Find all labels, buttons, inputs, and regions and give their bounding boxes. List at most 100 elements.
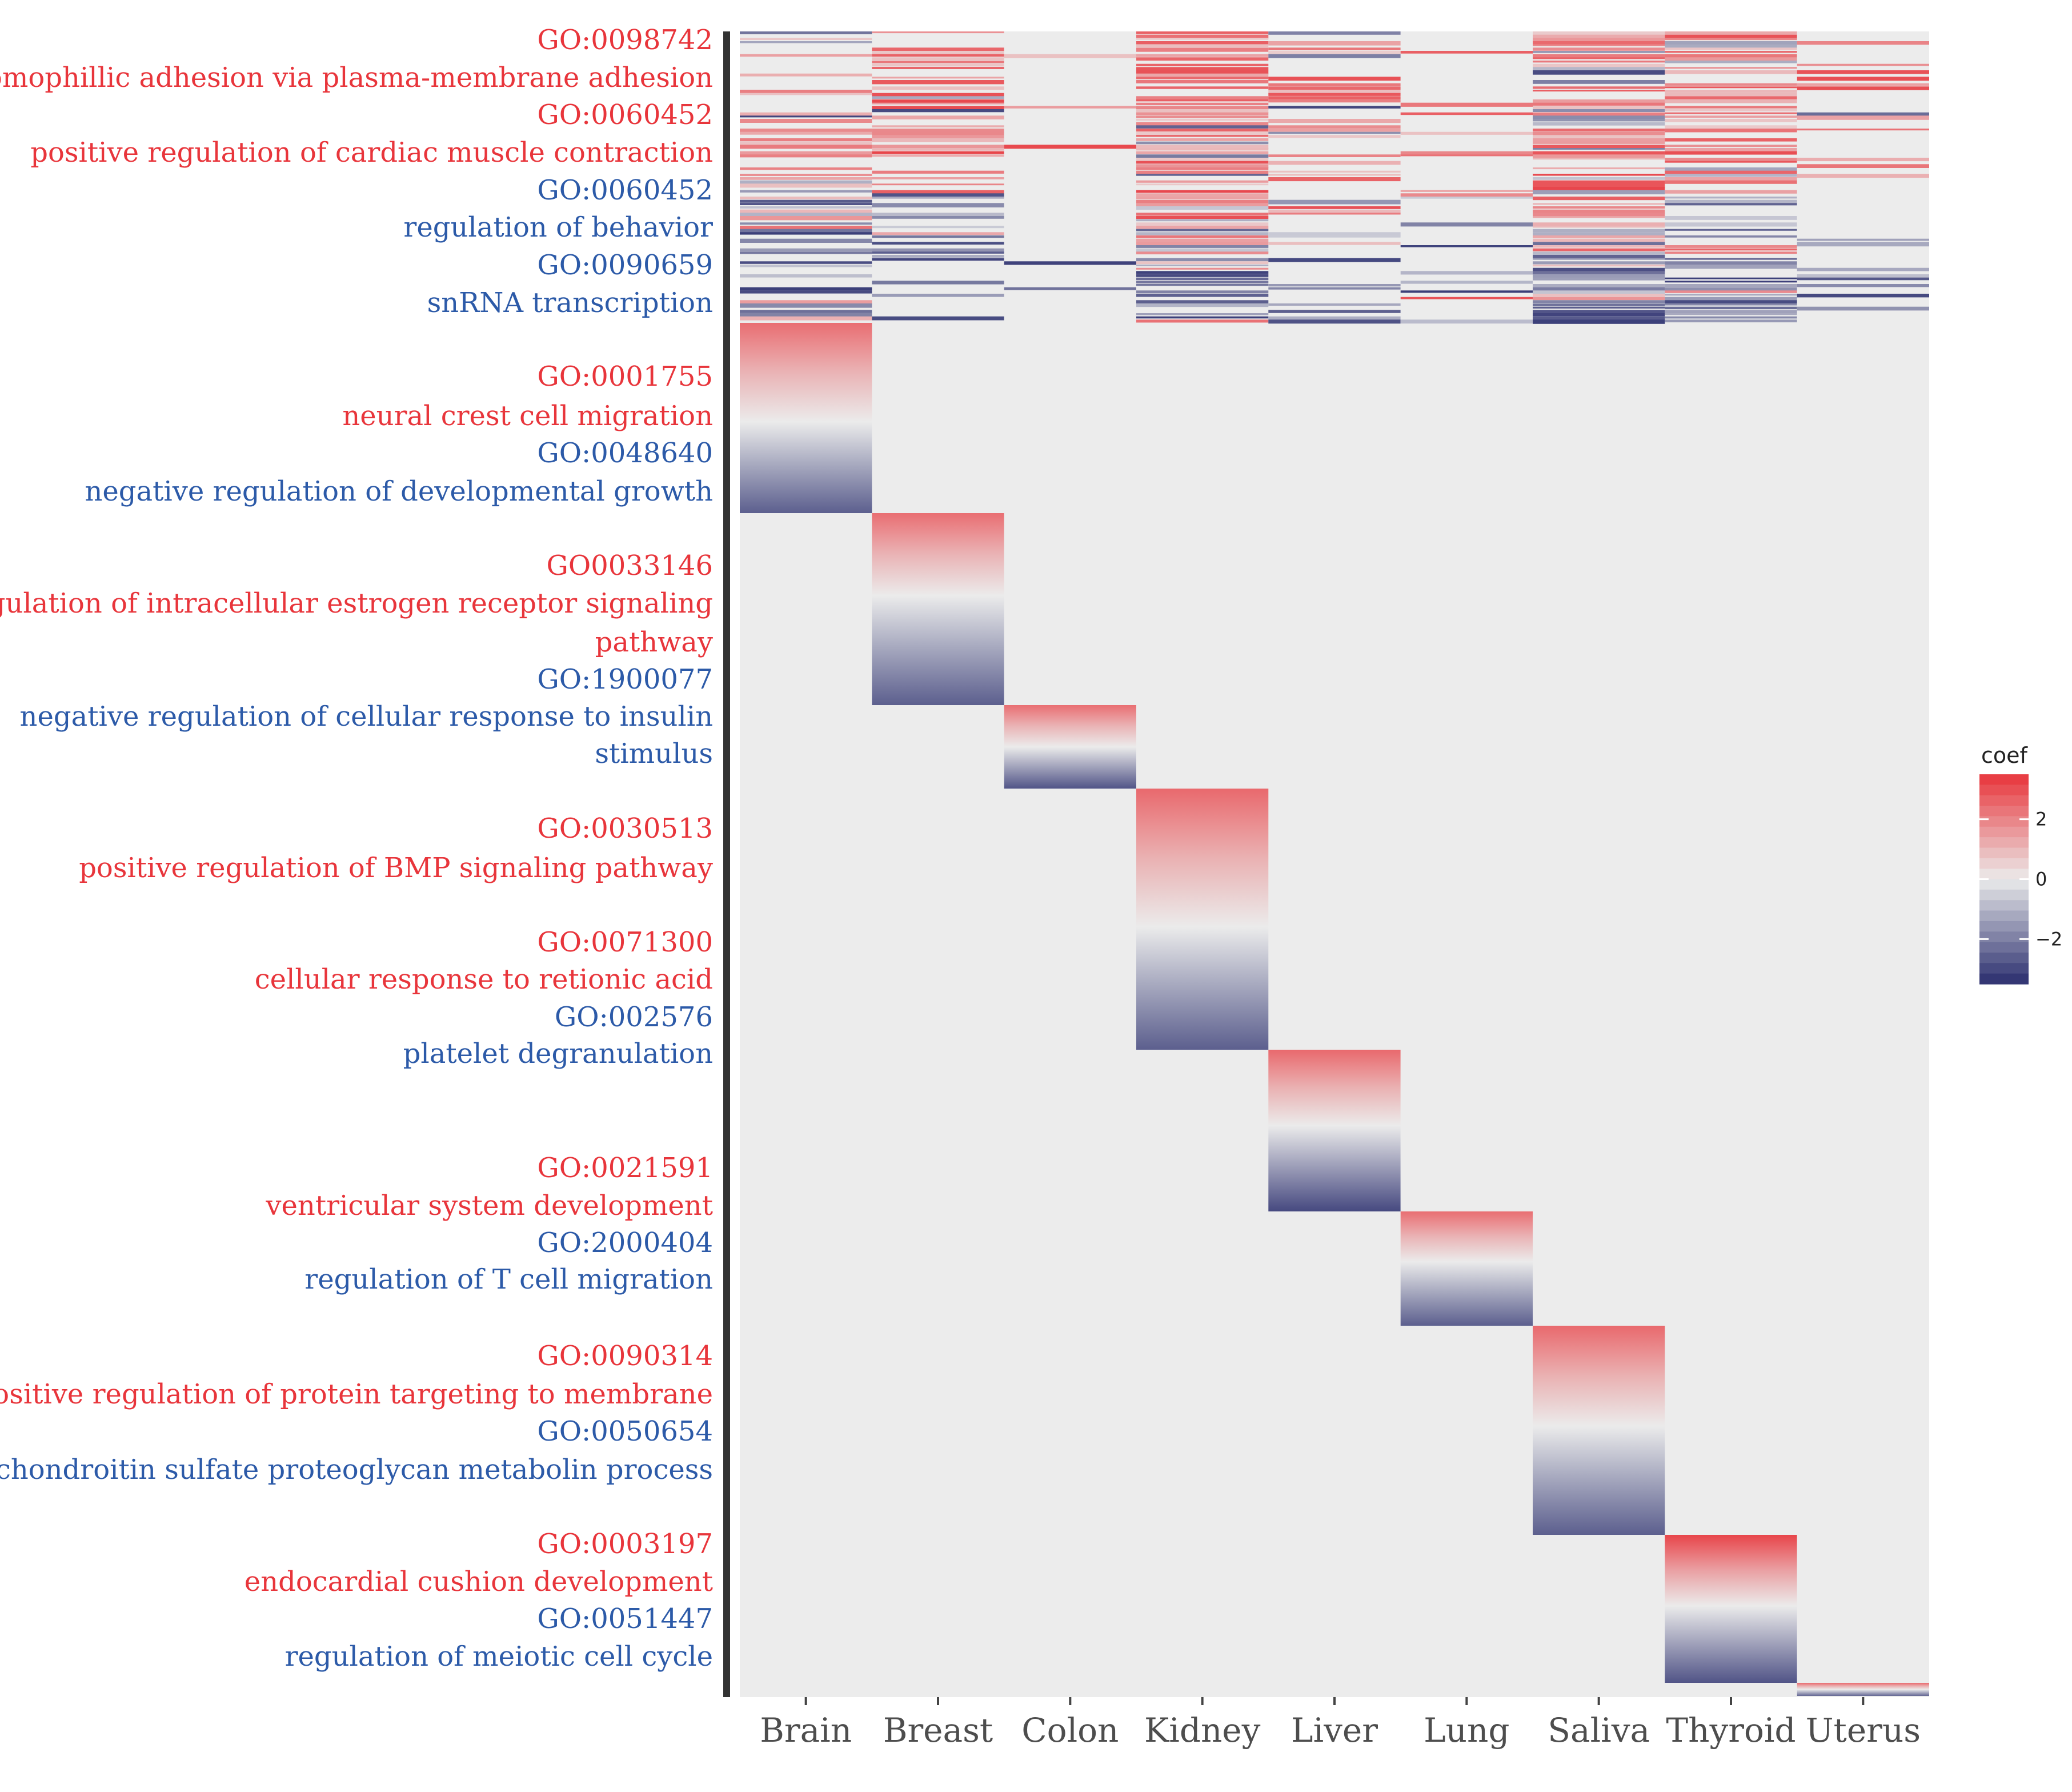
legend-color-step [1979, 774, 2029, 785]
shared-stripe [740, 303, 872, 308]
shared-stripe [1533, 274, 1665, 278]
shared-stripe [872, 242, 1004, 245]
shared-stripe [872, 316, 1004, 321]
shared-stripe [1268, 106, 1401, 109]
shared-stripe [1268, 154, 1401, 157]
shared-stripe [1136, 119, 1269, 121]
shared-stripe [740, 177, 872, 180]
shared-stripe [1136, 164, 1269, 168]
shared-stripe [1665, 297, 1797, 302]
shared-stripe [1004, 106, 1136, 109]
shared-stripe [1665, 93, 1797, 96]
shared-stripe [1136, 235, 1269, 238]
shared-stripe [1136, 190, 1269, 193]
shared-stripe [1533, 141, 1665, 144]
shared-stripe [1533, 313, 1665, 317]
shared-stripe [1268, 284, 1401, 287]
row-label: positive regulation of BMP signaling pat… [79, 852, 713, 884]
shared-stripe [1268, 129, 1401, 132]
shared-stripe [1136, 267, 1269, 270]
x-tick-label: Lung [1424, 1711, 1509, 1750]
shared-stripe [1136, 154, 1269, 159]
shared-stripe [1136, 245, 1269, 248]
shared-stripe [740, 54, 872, 57]
shared-stripe [1400, 245, 1533, 247]
shared-stripe [1268, 199, 1401, 205]
shared-stripe [872, 183, 1004, 186]
shared-stripe [1400, 151, 1533, 155]
shared-stripe [1665, 319, 1797, 323]
shared-stripe [1533, 245, 1665, 248]
shared-stripe [1533, 151, 1665, 156]
shared-stripe [1665, 197, 1797, 199]
shared-stripe [1268, 93, 1401, 96]
shared-stripe [1797, 86, 1929, 90]
shared-stripe [1665, 216, 1797, 220]
row-label: GO:0071300 [537, 926, 713, 958]
shared-stripe [1136, 34, 1269, 39]
shared-stripe [1136, 258, 1269, 262]
shared-stripe [1268, 47, 1401, 50]
shared-stripe [872, 145, 1004, 149]
shared-stripe [740, 232, 872, 235]
shared-stripe [1268, 131, 1401, 134]
row-label: GO:0001755 [537, 361, 713, 393]
shared-stripe [872, 177, 1004, 179]
shared-stripe [1665, 129, 1797, 133]
shared-stripe [1797, 277, 1929, 281]
shared-stripe [1533, 226, 1665, 228]
shared-stripe [872, 281, 1004, 285]
shared-stripe [872, 154, 1004, 157]
row-label: platelet degranulation [403, 1038, 713, 1070]
shared-stripe [1533, 297, 1665, 301]
shared-stripe [1533, 34, 1665, 39]
shared-stripe [1665, 41, 1797, 46]
shared-stripe [872, 232, 1004, 235]
shared-stripe [872, 31, 1004, 34]
shared-stripe [1533, 138, 1665, 142]
shared-stripe [1136, 73, 1269, 78]
shared-stripe [1136, 281, 1269, 284]
shared-stripe [1665, 99, 1797, 103]
shared-stripe [872, 63, 1004, 67]
shared-stripe [872, 54, 1004, 57]
shared-stripe [1136, 102, 1269, 106]
shared-stripe [1665, 300, 1797, 304]
shared-stripe [1268, 51, 1401, 54]
shared-stripe [1665, 316, 1797, 319]
shared-stripe [740, 213, 872, 217]
shared-stripe [872, 255, 1004, 258]
tissue-block-thyroid [1665, 1535, 1797, 1683]
shared-stripe [1268, 41, 1401, 46]
shared-stripe [1665, 115, 1797, 118]
shared-stripe [872, 190, 1004, 194]
shared-stripe [1268, 235, 1401, 238]
shared-stripe [1533, 187, 1665, 191]
shared-stripe [1665, 31, 1797, 35]
shared-stripe [1665, 177, 1797, 181]
shared-stripe [1136, 135, 1269, 137]
shared-stripe [1268, 99, 1401, 103]
shared-stripe [1533, 122, 1665, 126]
shared-stripe [1665, 109, 1797, 111]
shared-stripe [740, 190, 872, 193]
shared-stripe [1533, 158, 1665, 160]
shared-stripe [1268, 242, 1401, 245]
shared-stripe [1533, 154, 1665, 158]
shared-stripe [1533, 300, 1665, 303]
shared-stripe [1268, 303, 1401, 306]
shared-stripe [740, 145, 872, 149]
x-tick-label: Breast [883, 1711, 993, 1750]
shared-stripe [1665, 281, 1797, 283]
shared-stripe [1533, 51, 1665, 53]
shared-stripe [1665, 70, 1797, 74]
shared-stripe [1533, 63, 1665, 67]
shared-stripe [1533, 148, 1665, 150]
shared-stripe [872, 106, 1004, 110]
legend-color-step [1979, 837, 2029, 849]
shared-stripe [1665, 222, 1797, 227]
shared-stripe [1136, 109, 1269, 113]
legend-title: coef [1981, 743, 2029, 768]
tissue-block-breast [872, 513, 1004, 705]
shared-stripe [1268, 96, 1401, 99]
